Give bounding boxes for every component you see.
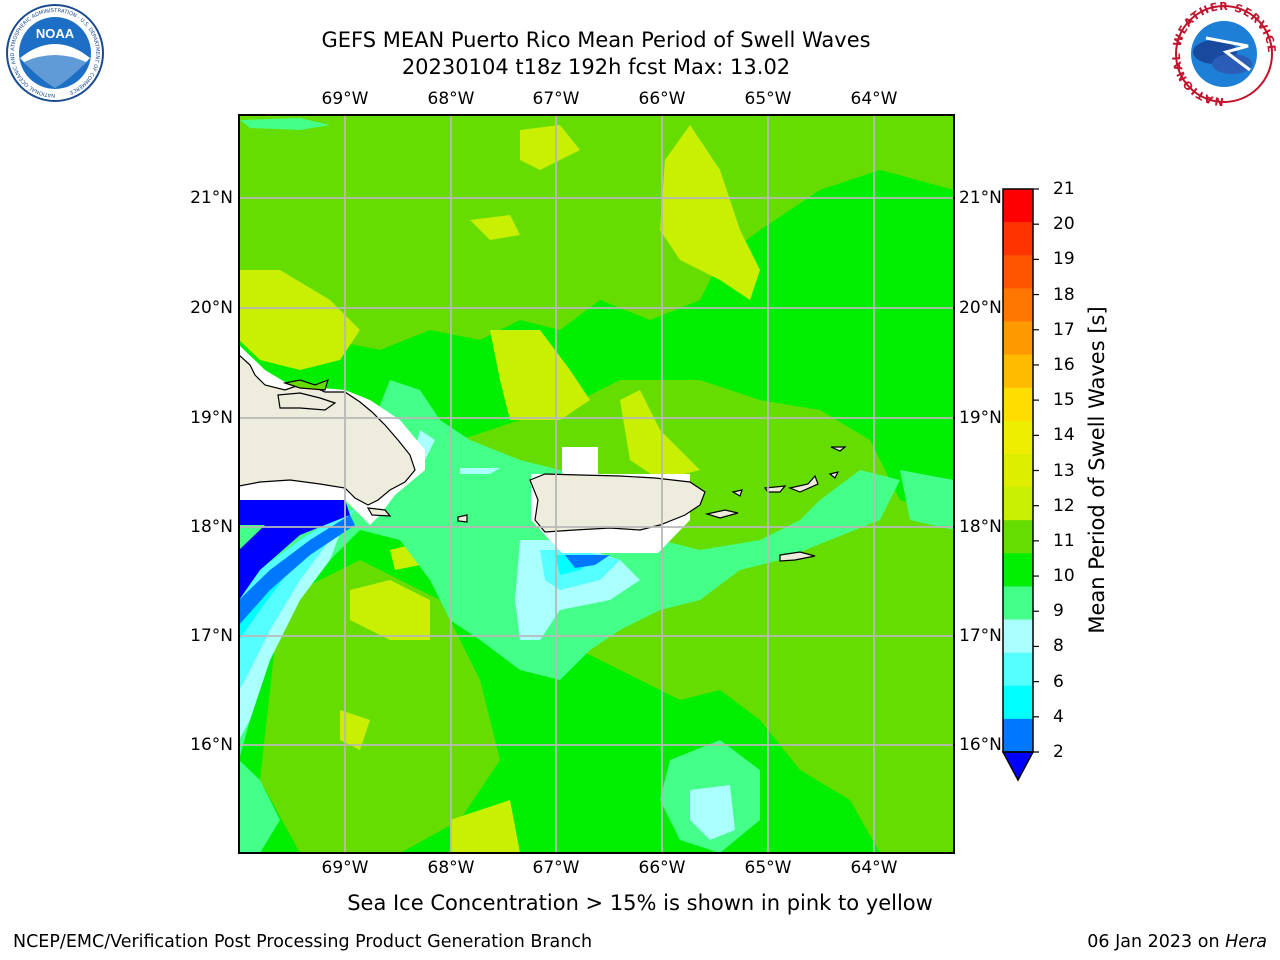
- colorbar-segment: [1003, 255, 1033, 289]
- colorbar-segment: [1003, 520, 1033, 554]
- contour-below-2: [239, 500, 350, 600]
- lat-label: 17°N: [959, 626, 1002, 646]
- lon-label: 66°W: [638, 89, 686, 109]
- colorbar-segment: [1003, 420, 1033, 455]
- colorbar-tick-label: 4: [1053, 706, 1064, 727]
- chart-subtitle: 20230104 t18z 192h fcst Max: 13.02: [401, 55, 791, 79]
- colorbar-tick-label: 11: [1053, 530, 1075, 551]
- gridlines: [239, 115, 954, 853]
- colorbar-tick-label: 13: [1053, 460, 1075, 481]
- colorbar-segment: [1003, 453, 1033, 488]
- lat-label: 20°N: [190, 298, 233, 318]
- lat-label: 16°N: [959, 735, 1002, 755]
- lon-label: 65°W: [744, 89, 792, 109]
- footer-host: Hera: [1225, 932, 1267, 952]
- lat-label: 17°N: [190, 626, 233, 646]
- lon-label: 68°W: [427, 89, 475, 109]
- lat-label: 18°N: [959, 517, 1002, 537]
- lat-label: 19°N: [959, 408, 1002, 428]
- chart-title: GEFS MEAN Puerto Rico Mean Period of Swe…: [321, 28, 871, 52]
- lon-label: 69°W: [321, 858, 369, 878]
- colorbar-tick-label: 6: [1053, 671, 1064, 692]
- colorbar-tick-label: 19: [1053, 249, 1075, 270]
- map-frame: [238, 114, 955, 854]
- lon-label: 67°W: [532, 89, 580, 109]
- colorbar-segment: [1003, 189, 1033, 223]
- colorbar-segment: [1003, 553, 1033, 587]
- footer-credit: NCEP/EMC/Verification Post Processing Pr…: [13, 932, 593, 952]
- lon-label: 68°W: [427, 858, 475, 878]
- lon-label: 64°W: [850, 858, 898, 878]
- colorbar-tick-label: 9: [1053, 601, 1064, 622]
- sea-ice-note: Sea Ice Concentration > 15% is shown in …: [347, 891, 933, 915]
- contour-2-4: [239, 515, 355, 625]
- colorbar-tick-label: 2: [1053, 742, 1064, 762]
- colorbar-tick-label: 15: [1053, 390, 1075, 411]
- contour-12-13: [239, 270, 360, 370]
- colorbar-tick-label: 20: [1053, 214, 1075, 235]
- contour-8-9: [239, 520, 345, 740]
- colorbar-extend-arrow: [1001, 751, 1035, 782]
- colorbar-tick-label: 14: [1053, 425, 1075, 446]
- colorbar-tick-label: 12: [1053, 495, 1075, 516]
- lat-label: 21°N: [959, 188, 1002, 208]
- colorbar-segment: [1003, 685, 1033, 720]
- lon-label: 66°W: [638, 858, 686, 878]
- colorbar-tick-label: 16: [1053, 354, 1075, 375]
- footer-date: 06 Jan 2023 on Hera: [1087, 932, 1267, 952]
- lon-label: 65°W: [744, 858, 792, 878]
- colorbar-tick-label: 10: [1053, 566, 1075, 587]
- lat-label: 20°N: [959, 298, 1002, 318]
- lon-label: 69°W: [321, 89, 369, 109]
- colorbar-tick-label: 17: [1053, 319, 1075, 340]
- footer-date-text: 06 Jan 2023 on: [1087, 932, 1220, 952]
- swell-period-field: [239, 115, 954, 853]
- land-hispaniola: [239, 354, 416, 506]
- colorbar-segment: [1003, 487, 1033, 521]
- colorbar-segment: [1003, 387, 1033, 422]
- lat-label: 18°N: [190, 517, 233, 537]
- contour-10-11: [239, 115, 954, 350]
- colorbar-segment: [1003, 586, 1033, 621]
- colorbar-tick-label: 18: [1053, 284, 1075, 305]
- colorbar-segment: [1003, 222, 1033, 256]
- colorbar-segment: [1003, 288, 1033, 322]
- colorbar-segment: [1003, 718, 1033, 753]
- colorbar-label: Mean Period of Swell Waves [s]: [1085, 306, 1109, 634]
- colorbar-tick-label: 21: [1053, 179, 1075, 199]
- lat-label: 21°N: [190, 188, 233, 208]
- lat-label: 19°N: [190, 408, 233, 428]
- lon-label: 67°W: [532, 858, 580, 878]
- colorbar-segment: [1003, 321, 1033, 356]
- colorbar: [1001, 188, 1039, 782]
- colorbar-segment: [1003, 619, 1033, 654]
- colorbar-tick-label: 8: [1053, 636, 1064, 657]
- colorbar-segment: [1003, 354, 1033, 389]
- colorbar-segment: [1003, 652, 1033, 687]
- lon-label: 64°W: [850, 89, 898, 109]
- lat-label: 16°N: [190, 735, 233, 755]
